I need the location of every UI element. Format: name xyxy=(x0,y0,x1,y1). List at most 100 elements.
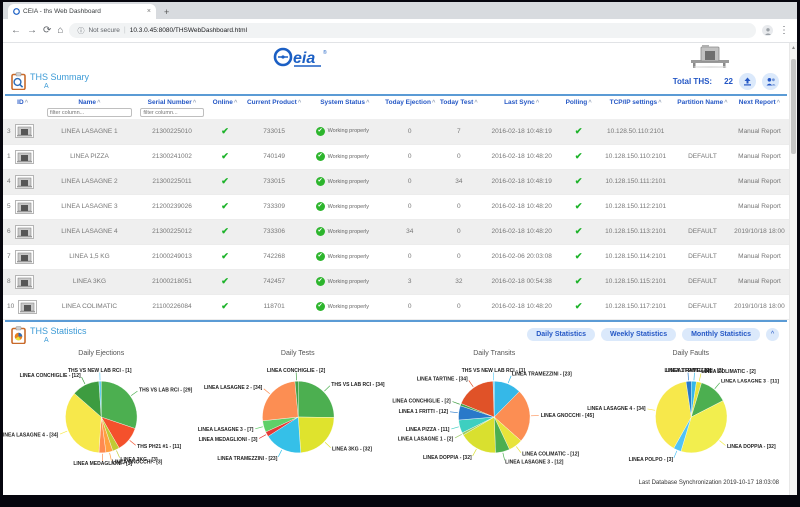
browser-menu-icon[interactable]: ⋮ xyxy=(779,24,789,36)
cell-current-product: 733015 xyxy=(242,169,306,195)
sort-caret-icon[interactable]: ^ xyxy=(776,100,781,106)
sort-caret-icon[interactable]: ^ xyxy=(535,100,540,106)
table-row[interactable]: 10 LINEA COLIMATIC 21100226084 ✔ 118701 ✔ Work… xyxy=(3,294,789,320)
pie-slice-label: LINEA 3KG - [32] xyxy=(332,446,372,452)
label-leader-line xyxy=(449,410,458,413)
cell-last-sync: 2016-02-18 10:48:19 xyxy=(482,119,561,145)
cell-today-test: 7 xyxy=(435,119,483,145)
label-leader-line xyxy=(472,448,477,456)
pie-slice xyxy=(101,380,138,429)
cell-partition-name: DEFAULT xyxy=(674,219,730,245)
label-leader-line xyxy=(454,433,462,438)
users-button[interactable] xyxy=(762,72,779,90)
table-row[interactable]: 7 LINEA 1,5 KG 21000249013 ✔ 742268 ✔ Working … xyxy=(3,244,789,270)
close-tab-icon[interactable]: × xyxy=(146,8,151,15)
sort-caret-icon[interactable]: ^ xyxy=(192,100,197,106)
machine-thumbnail xyxy=(14,124,34,139)
favicon xyxy=(13,8,20,15)
page-scrollbar[interactable]: ▲ xyxy=(789,43,797,495)
summary-divider xyxy=(5,94,787,96)
cell-last-sync: 2016-02-18 00:54:38 xyxy=(482,269,561,295)
export-summary-button[interactable] xyxy=(739,72,756,90)
back-icon[interactable]: ← xyxy=(11,24,21,36)
cell-last-sync: 2016-02-18 10:48:20 xyxy=(482,194,561,220)
machine-thumbnail xyxy=(14,149,34,164)
column-label: ID xyxy=(17,99,24,106)
cell-serial-number: 21000218051 xyxy=(136,269,208,295)
cell-tcpip-settings: 10.128.150.117:2101 xyxy=(596,294,675,320)
pie-slice xyxy=(492,380,495,417)
summary-table-body: 3 LINEA LASAGNE 1 21300225010 ✔ 733015 ✔ Worki… xyxy=(3,119,789,320)
online-check-icon: ✔ xyxy=(221,201,229,211)
status-text: Working properly xyxy=(327,128,370,135)
summary-collapse-toggle[interactable]: A xyxy=(44,83,49,90)
row-id: 7 xyxy=(7,253,11,260)
home-icon[interactable]: ⌂ xyxy=(57,24,64,36)
sort-caret-icon[interactable]: ^ xyxy=(431,100,436,106)
id-wrap: 10 xyxy=(3,299,42,314)
pie-slice-label: LINEA TRAMEZZINI - [23] xyxy=(217,456,277,462)
pie-slice-label: LINEA 3KG - [3] xyxy=(120,456,157,462)
sort-caret-icon[interactable]: ^ xyxy=(474,100,478,106)
cell-partition-name xyxy=(674,169,730,195)
sort-caret-icon[interactable]: ^ xyxy=(233,100,238,106)
forward-icon[interactable]: → xyxy=(27,24,37,36)
pie-slice-label: THS VS NEW LAB RCI - [1] xyxy=(462,368,526,374)
page-header: eia ® xyxy=(3,43,789,68)
cell-online: ✔ xyxy=(207,194,243,220)
status-badge: ✔ Working properly xyxy=(306,277,385,286)
cell-polling: ✔ xyxy=(561,194,597,220)
column-label: Today Ejection xyxy=(385,99,431,106)
scroll-up-icon[interactable]: ▲ xyxy=(791,45,796,51)
sort-caret-icon[interactable]: ^ xyxy=(97,100,101,106)
id-wrap: 4 xyxy=(3,174,42,189)
column-header-id: ID^ xyxy=(3,96,42,119)
sort-caret-icon[interactable]: ^ xyxy=(724,100,728,106)
sort-caret-icon[interactable]: ^ xyxy=(658,100,662,106)
sort-caret-icon[interactable]: ^ xyxy=(297,100,302,106)
statistics-collapse-toggle[interactable]: A xyxy=(44,336,49,344)
total-ths-label: Total THS: xyxy=(672,76,713,86)
table-row[interactable]: 3 LINEA LASAGNE 1 21300225010 ✔ 733015 ✔ Worki… xyxy=(3,119,789,145)
cell-polling: ✔ xyxy=(561,269,597,295)
cell-current-product: 742457 xyxy=(242,269,306,295)
pie-slice-label: LINEA PIZZA - [11] xyxy=(406,426,450,432)
table-row[interactable]: 1 LINEA PIZZA 21300241002 ✔ 740149 ✔ Working p… xyxy=(3,144,789,170)
table-row[interactable]: 8 LINEA 3KG 21000218051 ✔ 742457 ✔ Working pro… xyxy=(3,269,789,295)
scrollbar-thumb[interactable] xyxy=(791,59,796,154)
label-leader-line xyxy=(502,452,506,460)
id-wrap: 3 xyxy=(3,124,42,139)
pie-slice xyxy=(297,416,334,453)
pie-slice-label: LINEA MEDAGLIONI - [3] xyxy=(73,460,132,466)
reload-icon[interactable]: ⟳ xyxy=(43,24,52,36)
info-icon[interactable]: ⓘ xyxy=(77,27,85,35)
weekly-statistics-button[interactable]: Weekly Statistics xyxy=(601,328,677,341)
logo-text: eia xyxy=(293,50,315,67)
profile-avatar[interactable] xyxy=(762,25,773,36)
pie-svg: THS VS LAB RCI - [29] THS PH21 #1 - [11] L… xyxy=(3,368,193,467)
pie-slice xyxy=(65,392,102,453)
browser-tab[interactable]: CEIA - ths Web Dashboard × xyxy=(8,4,156,19)
daily-statistics-button[interactable]: Daily Statistics xyxy=(527,328,596,341)
cell-tcpip-settings: 10.128.50.110:2101 xyxy=(596,119,675,145)
table-row[interactable]: 6 LINEA LASAGNE 4 21300225012 ✔ 733306 ✔ Worki… xyxy=(3,219,789,245)
monthly-statistics-button[interactable]: Monthly Statistics xyxy=(682,328,760,341)
pie-slice xyxy=(654,380,691,449)
collapse-statistics-button[interactable]: ^ xyxy=(766,328,779,341)
sort-caret-icon[interactable]: ^ xyxy=(24,100,29,106)
cell-online: ✔ xyxy=(207,119,243,145)
statistics-divider xyxy=(5,319,787,322)
filter-input-serial[interactable] xyxy=(140,108,204,117)
machine-thumbnail xyxy=(14,174,34,189)
browser-tab-strip: CEIA - ths Web Dashboard × + xyxy=(3,2,797,19)
new-tab-button[interactable]: + xyxy=(164,7,170,17)
sort-caret-icon[interactable]: ^ xyxy=(588,100,592,106)
table-row[interactable]: 4 LINEA LASAGNE 2 21300225011 ✔ 733015 ✔ Worki… xyxy=(3,169,789,195)
online-check-icon: ✔ xyxy=(221,151,229,161)
filter-input-name[interactable] xyxy=(46,108,132,117)
table-row[interactable]: 5 LINEA LASAGNE 3 21200239026 ✔ 733309 ✔ Worki… xyxy=(3,194,789,220)
total-ths-value: 22 xyxy=(724,76,733,86)
chart-title: Daily Faults xyxy=(672,349,710,357)
address-bar[interactable]: ⓘ Not secure | 10.3.0.45:8080/THSWebDash… xyxy=(69,23,756,38)
sort-caret-icon[interactable]: ^ xyxy=(366,100,370,106)
